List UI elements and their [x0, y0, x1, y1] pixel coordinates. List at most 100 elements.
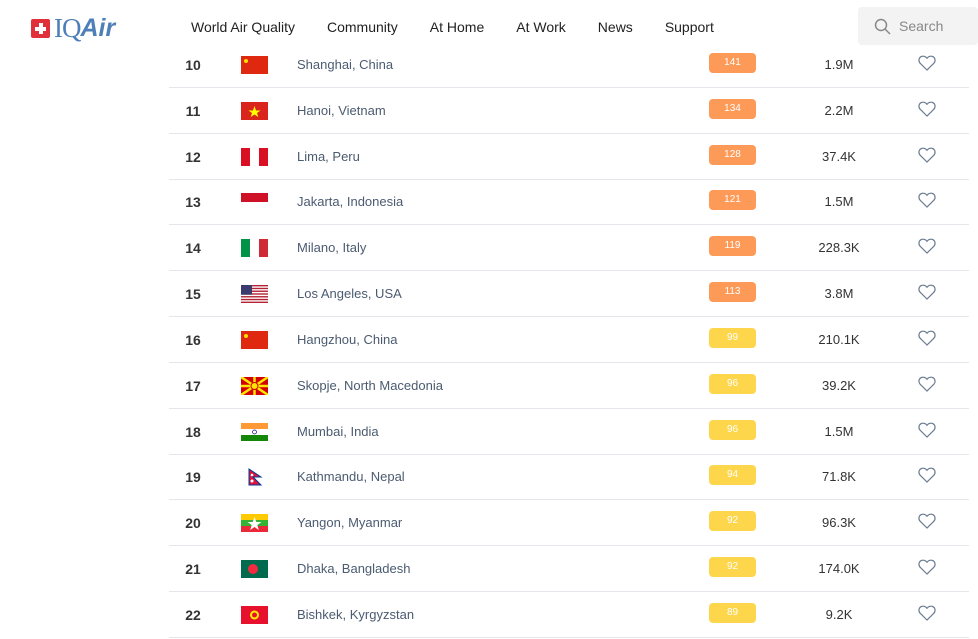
table-row[interactable]: 16 Hangzhou, China 99 210.1K: [169, 317, 969, 363]
top-header: IQ Air World Air Quality Community At Hom…: [0, 0, 978, 45]
rank: 22: [185, 606, 201, 623]
rank: 15: [185, 286, 201, 303]
table-row[interactable]: 21 Dhaka, Bangladesh 92 174.0K: [169, 546, 969, 593]
swiss-cross-icon: [31, 19, 50, 38]
nav-world-air-quality[interactable]: World Air Quality: [191, 19, 295, 35]
heart-icon[interactable]: [918, 238, 936, 259]
nav-at-home[interactable]: At Home: [429, 19, 485, 35]
flag-italy-icon: [241, 239, 268, 258]
followers-count: 174.0K: [818, 561, 860, 577]
aqi-badge: 96: [709, 373, 756, 394]
table-row[interactable]: 20 Yangon, Myanmar 92 96.3K: [169, 500, 969, 547]
rank: 20: [185, 515, 201, 532]
heart-icon[interactable]: [918, 192, 936, 213]
city-link[interactable]: Hanoi, Vietnam: [297, 102, 386, 118]
nav-support[interactable]: Support: [664, 19, 714, 35]
aqi-badge: 128: [709, 144, 756, 165]
nav-community[interactable]: Community: [327, 19, 398, 35]
city-link[interactable]: Dhaka, Bangladesh: [297, 561, 411, 577]
nav-news[interactable]: News: [597, 19, 633, 35]
heart-icon[interactable]: [918, 467, 936, 488]
flag-bangladesh-icon: [241, 560, 268, 579]
flag-kyrgyzstan-icon: [241, 605, 268, 624]
aqi-badge: 94: [709, 465, 756, 486]
aqi-badge: 119: [709, 236, 756, 257]
rank: 18: [185, 423, 201, 440]
city-link[interactable]: Yangon, Myanmar: [297, 515, 403, 531]
flag-north-macedonia-icon: [241, 376, 268, 395]
followers-count: 210.1K: [818, 331, 860, 347]
flag-china-icon: [241, 330, 268, 349]
flag-india-icon: [241, 422, 268, 441]
heart-icon[interactable]: [918, 559, 936, 580]
heart-icon[interactable]: [918, 513, 936, 534]
flag-nepal-icon: [248, 468, 263, 486]
flag-peru-icon: [241, 147, 268, 166]
table-row[interactable]: 15 Los Angeles, USA 113 3.8M: [169, 271, 969, 318]
aqi-badge: 92: [709, 511, 756, 532]
followers-count: 9.2K: [825, 606, 853, 622]
heart-icon[interactable]: [918, 147, 936, 168]
rank: 12: [185, 148, 201, 165]
city-link[interactable]: Hangzhou, China: [297, 331, 398, 347]
table-row[interactable]: 17 Skopje, North Macedonia 96 39.2K: [169, 363, 969, 409]
search-placeholder: Search: [899, 18, 944, 34]
city-link[interactable]: Skopje, North Macedonia: [297, 377, 443, 393]
aqi-badge: 134: [709, 98, 756, 119]
rank: 16: [185, 331, 201, 348]
heart-icon[interactable]: [918, 55, 936, 76]
table-row[interactable]: 14 Milano, Italy 119 228.3K: [169, 225, 969, 272]
search-input[interactable]: Search: [858, 7, 978, 45]
followers-count: 3.8M: [824, 286, 854, 302]
city-link[interactable]: Shanghai, China: [297, 57, 394, 72]
rank: 17: [185, 377, 201, 394]
flag-usa-icon: [241, 285, 268, 304]
flag-myanmar-icon: [241, 514, 268, 533]
heart-icon[interactable]: [918, 376, 936, 397]
followers-count: 2.2M: [824, 102, 854, 118]
search-icon: [874, 18, 891, 35]
main-nav: World Air Quality Community At Home At W…: [191, 19, 714, 35]
aqi-badge: 121: [709, 190, 756, 211]
city-link[interactable]: Bishkek, Kyrgyzstan: [297, 606, 415, 622]
aqi-badge: 113: [709, 282, 756, 303]
aqi-badge: 89: [709, 602, 756, 623]
heart-icon[interactable]: [918, 422, 936, 443]
city-link[interactable]: Mumbai, India: [297, 423, 379, 439]
city-link[interactable]: Los Angeles, USA: [297, 286, 402, 302]
table-row[interactable]: 11 Hanoi, Vietnam 134 2.2M: [169, 88, 969, 134]
table-row[interactable]: 18 Mumbai, India 96 1.5M: [169, 409, 969, 455]
heart-icon[interactable]: [918, 605, 936, 626]
table-row[interactable]: 19 Kathmandu, Nepal 94 71.8K: [169, 454, 969, 501]
rank: 14: [185, 240, 201, 257]
iqair-logo[interactable]: IQ Air: [31, 13, 115, 44]
flag-china-icon: [241, 56, 268, 74]
aqi-badge: 99: [709, 327, 756, 348]
followers-count: 228.3K: [818, 240, 860, 256]
flag-vietnam-icon: [241, 101, 268, 120]
city-link[interactable]: Jakarta, Indonesia: [297, 194, 404, 210]
nav-at-work[interactable]: At Work: [516, 19, 566, 35]
heart-icon[interactable]: [918, 284, 936, 305]
followers-count: 1.9M: [824, 57, 854, 72]
table-row[interactable]: 12 Lima, Peru 128 37.4K: [169, 134, 969, 180]
city-link[interactable]: Kathmandu, Nepal: [297, 469, 405, 485]
followers-count: 37.4K: [822, 148, 856, 164]
table-row[interactable]: 10 Shanghai, China 141 1.9M: [169, 42, 969, 88]
rank: 10: [185, 57, 201, 73]
city-link[interactable]: Milano, Italy: [297, 240, 367, 256]
followers-count: 71.8K: [822, 469, 856, 485]
heart-icon[interactable]: [918, 330, 936, 351]
table-row[interactable]: 13 Jakarta, Indonesia 121 1.5M: [169, 179, 969, 226]
followers-count: 39.2K: [822, 377, 856, 393]
table-row[interactable]: 22 Bishkek, Kyrgyzstan 89 9.2K: [169, 592, 969, 638]
followers-count: 96.3K: [822, 515, 856, 531]
followers-count: 1.5M: [824, 194, 854, 210]
rank: 21: [185, 561, 201, 578]
city-link[interactable]: Lima, Peru: [297, 148, 360, 164]
aqi-badge: 92: [709, 557, 756, 578]
flag-indonesia-icon: [241, 193, 268, 212]
rank: 11: [185, 102, 201, 119]
heart-icon[interactable]: [918, 101, 936, 122]
rank: 19: [185, 469, 201, 486]
